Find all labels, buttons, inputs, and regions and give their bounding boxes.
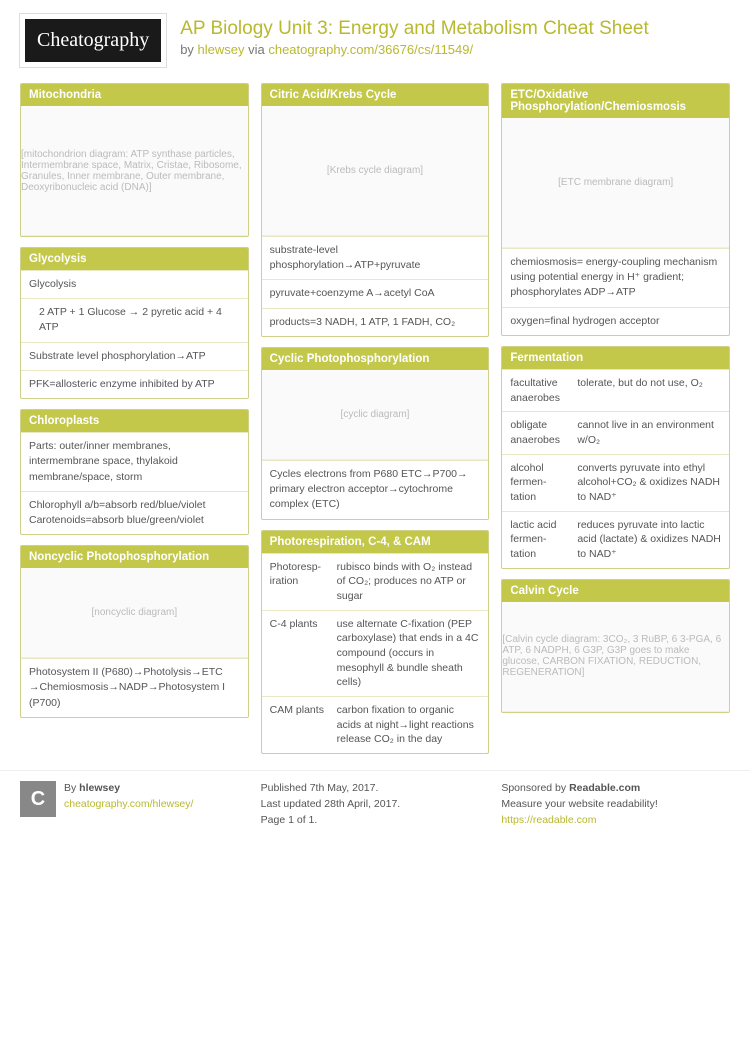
block-title: Glycolysis — [21, 248, 248, 270]
kv-val: cannot live in an environment w/O₂ — [577, 418, 721, 447]
sheet-block: GlycolysisGlycolysis2 ATP + 1 Glucose → … — [20, 247, 249, 399]
page-num: Page 1 of 1. — [261, 814, 318, 826]
sheet-block: Fermentation facultative anaerobes tolerat… — [501, 346, 730, 569]
page-title: AP Biology Unit 3: Energy and Metabolism… — [180, 18, 649, 40]
block-title: Chloroplasts — [21, 410, 248, 432]
block-row: chemiosmosis= energy-coupling mechanism … — [502, 248, 729, 307]
column: ETC/Oxidative Phosphorylation/Chemiosmos… — [501, 83, 730, 754]
block-row: Parts: outer/inner membranes, intermembr… — [21, 432, 248, 491]
byline-mid: via — [245, 42, 269, 57]
sheet-block: ChloroplastsParts: outer/inner membranes… — [20, 409, 249, 535]
diagram-image: [Calvin cycle diagram: 3CO₂, 3 RuBP, 6 3… — [502, 602, 729, 712]
block-title: Calvin Cycle — [502, 580, 729, 602]
sheet-block: Cyclic Photophosphorylation[cyclic diagr… — [261, 347, 490, 520]
block-title: Noncyclic Photophosphorylation — [21, 546, 248, 568]
diagram-image: [ETC membrane diagram] — [502, 118, 729, 248]
kv-row: obligate anaerobes cannot live in an envi… — [502, 411, 729, 453]
block-row: Cycles electrons from P680 ETC→P700→ pri… — [262, 460, 489, 519]
kv-row: C-4 plantsuse alternate C-fixation (PEP … — [262, 610, 489, 696]
kv-row: alcohol fermen-tationconverts pyruvate i… — [502, 454, 729, 511]
block-title: ETC/Oxidative Phosphorylation/Chemiosmos… — [502, 84, 729, 118]
kv-row: lactic acid fermen-tationreduces pyruvat… — [502, 511, 729, 568]
author-link[interactable]: hlewsey — [198, 42, 245, 57]
kv-row: facultative anaerobes tolerate, but do no… — [502, 369, 729, 411]
header-text: AP Biology Unit 3: Energy and Metabolism… — [180, 14, 649, 57]
kv-val: tolerate, but do not use, O₂ — [577, 376, 721, 405]
block-row: products=3 NADH, 1 ATP, 1 FADH, CO₂ — [262, 308, 489, 336]
kv-val: converts pyruvate into ethyl alcohol+CO₂… — [577, 461, 721, 505]
by-label: By — [64, 782, 79, 794]
sheet-block: Mitochondria[mitochondrion diagram: ATP … — [20, 83, 249, 237]
kv-val: reduces pyruvate into lactic acid (lacta… — [577, 518, 721, 562]
diagram-image: [mitochondrion diagram: ATP synthase par… — [21, 106, 248, 236]
sheet-block: Calvin Cycle[Calvin cycle diagram: 3CO₂,… — [501, 579, 730, 713]
footer-author: hlewsey — [79, 782, 120, 794]
footer-author-link[interactable]: cheatography.com/hlewsey/ — [64, 798, 193, 810]
block-title: Mitochondria — [21, 84, 248, 106]
kv-key: CAM plants — [270, 703, 329, 747]
block-row: oxygen=final hydrogen acceptor — [502, 307, 729, 335]
column: Citric Acid/Krebs Cycle[Krebs cycle diag… — [261, 83, 490, 754]
kv-key: facultative anaerobes — [510, 376, 569, 405]
block-row: PFK=allosteric enzyme inhibited by ATP — [21, 370, 248, 398]
source-link[interactable]: cheatography.com/36676/cs/11549/ — [268, 42, 473, 57]
diagram-image: [noncyclic diagram] — [21, 568, 248, 658]
sponsor-tagline: Measure your website readability! — [501, 798, 657, 810]
sheet-block: Noncyclic Photophosphorylation[noncyclic… — [20, 545, 249, 718]
diagram-image: [Krebs cycle diagram] — [262, 106, 489, 236]
kv-key: alcohol fermen-tation — [510, 461, 569, 505]
kv-row: CAM plantscarbon fixation to organic aci… — [262, 696, 489, 753]
sheet-block: Citric Acid/Krebs Cycle[Krebs cycle diag… — [261, 83, 490, 337]
sheet-block: Photorespiration, C-4, & CAMPhotoresp-ir… — [261, 530, 490, 755]
block-title: Cyclic Photophosphorylation — [262, 348, 489, 370]
page-header: Cheatography AP Biology Unit 3: Energy a… — [0, 0, 750, 77]
block-title: Fermentation — [502, 347, 729, 369]
diagram-image: [cyclic diagram] — [262, 370, 489, 460]
byline-prefix: by — [180, 42, 197, 57]
content-columns: Mitochondria[mitochondrion diagram: ATP … — [0, 77, 750, 764]
pub-date: Published 7th May, 2017. — [261, 782, 379, 794]
block-row: Substrate level phosphorylation→ATP — [21, 342, 248, 370]
sponsor-prefix: Sponsored by — [501, 782, 569, 794]
upd-date: Last updated 28th April, 2017. — [261, 798, 401, 810]
kv-key: C-4 plants — [270, 617, 329, 690]
sponsor-name: Readable.com — [569, 782, 640, 794]
block-row: Glycolysis — [21, 270, 248, 298]
block-row: Chlorophyll a/b=absorb red/blue/violet C… — [21, 491, 248, 534]
footer-mid: Published 7th May, 2017. Last updated 28… — [261, 781, 490, 828]
sheet-block: ETC/Oxidative Phosphorylation/Chemiosmos… — [501, 83, 730, 336]
kv-row: Photoresp-irationrubisco binds with O₂ i… — [262, 553, 489, 610]
kv-val: carbon fixation to organic acids at nigh… — [337, 703, 481, 747]
block-row: substrate-level phosphorylation→ATP+pyru… — [262, 236, 489, 279]
column: Mitochondria[mitochondrion diagram: ATP … — [20, 83, 249, 754]
block-row: Photosystem II (P680)→Photolysis→ETC →Ch… — [21, 658, 248, 717]
kv-val: use alternate C-fixation (PEP carboxylas… — [337, 617, 481, 690]
page-footer: C By hlewsey cheatography.com/hlewsey/ P… — [0, 770, 750, 848]
site-logo[interactable]: Cheatography — [20, 14, 166, 67]
kv-val: rubisco binds with O₂ instead of CO₂; pr… — [337, 560, 481, 604]
avatar: C — [20, 781, 56, 817]
footer-right: Sponsored by Readable.com Measure your w… — [501, 781, 730, 828]
byline: by hlewsey via cheatography.com/36676/cs… — [180, 42, 649, 57]
kv-key: obligate anaerobes — [510, 418, 569, 447]
block-row: 2 ATP + 1 Glucose → 2 pyretic acid + 4 A… — [21, 298, 248, 341]
footer-left: C By hlewsey cheatography.com/hlewsey/ — [20, 781, 249, 828]
block-row: pyruvate+coenzyme A→acetyl CoA — [262, 279, 489, 307]
block-title: Photorespiration, C-4, & CAM — [262, 531, 489, 553]
sponsor-link[interactable]: https://readable.com — [501, 814, 596, 826]
block-title: Citric Acid/Krebs Cycle — [262, 84, 489, 106]
kv-key: Photoresp-iration — [270, 560, 329, 604]
kv-key: lactic acid fermen-tation — [510, 518, 569, 562]
